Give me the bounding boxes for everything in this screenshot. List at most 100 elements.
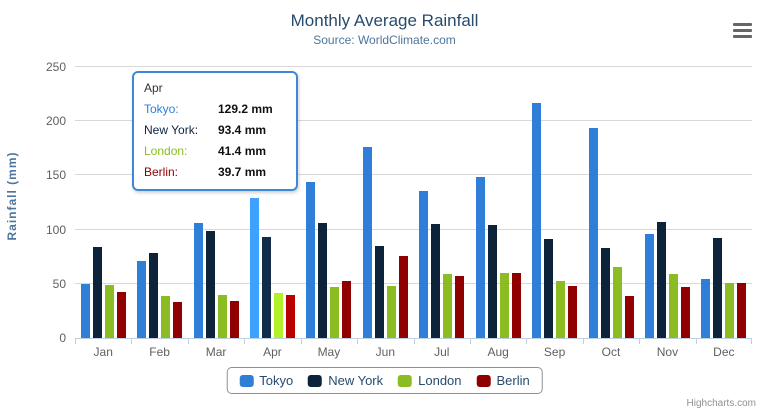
x-axis-label-aug: Aug	[487, 345, 509, 359]
bar-tokyo-aug[interactable]	[475, 177, 485, 338]
bar-london-sep[interactable]	[556, 281, 566, 338]
legend-item-new-york[interactable]: New York	[308, 373, 383, 388]
bar-berlin-jul[interactable]	[455, 275, 465, 338]
bar-tokyo-mar[interactable]	[193, 222, 203, 338]
bar-london-dec[interactable]	[725, 282, 735, 338]
bar-tokyo-dec[interactable]	[701, 279, 711, 338]
category-group-may	[301, 67, 357, 338]
bar-london-oct[interactable]	[612, 267, 622, 338]
bar-new-york-oct[interactable]	[600, 247, 610, 338]
x-axis-label-mar: Mar	[205, 345, 227, 359]
tooltip-series-label: London:	[144, 144, 188, 158]
legend-label: New York	[328, 373, 384, 388]
bar-berlin-jan[interactable]	[116, 292, 126, 338]
tooltip-series-value: 41.4 mm	[218, 144, 267, 158]
category-group-dec	[696, 67, 752, 338]
hamburger-icon[interactable]	[731, 19, 753, 41]
tooltip-category: Apr	[144, 81, 163, 95]
bar-berlin-apr[interactable]	[285, 294, 295, 338]
bar-tokyo-jul[interactable]	[419, 191, 429, 338]
x-axis-tick	[357, 338, 359, 344]
bar-berlin-sep[interactable]	[568, 286, 578, 338]
legend-item-london[interactable]: London	[398, 373, 462, 388]
gridline	[75, 228, 752, 230]
bar-london-jul[interactable]	[443, 274, 453, 338]
bar-berlin-jun[interactable]	[398, 256, 408, 338]
category-group-sep	[526, 67, 582, 338]
legend-label: Tokyo	[259, 373, 294, 388]
bar-london-may[interactable]	[330, 287, 340, 338]
bar-berlin-oct[interactable]	[624, 295, 634, 338]
bar-tokyo-sep[interactable]	[532, 103, 542, 338]
legend: Tokyo New York London Berlin	[226, 367, 543, 394]
chart-subtitle: Source: WorldClimate.com	[313, 33, 456, 47]
bar-berlin-may[interactable]	[342, 280, 352, 338]
tooltip: Apr Tokyo: 129.2 mm New York: 93.4 mm London…	[132, 71, 298, 191]
x-axis-ticks	[75, 338, 752, 344]
bar-new-york-jul[interactable]	[431, 224, 441, 338]
bar-tokyo-jan[interactable]	[80, 283, 90, 338]
category-group-jun	[357, 67, 413, 338]
bar-tokyo-apr[interactable]	[249, 197, 259, 338]
bar-new-york-nov[interactable]	[656, 222, 666, 338]
gridline	[75, 66, 752, 67]
hamburger-bar	[733, 22, 752, 26]
legend-swatch	[239, 374, 254, 387]
x-axis-tick	[413, 338, 415, 344]
y-axis-label: 50	[52, 276, 66, 291]
bar-new-york-jan[interactable]	[92, 247, 102, 338]
x-axis-label-jan: Jan	[93, 345, 113, 359]
bar-new-york-may[interactable]	[318, 223, 328, 338]
category-group-apr	[244, 67, 300, 338]
x-axis-tick	[469, 338, 471, 344]
y-axis-label: 0	[59, 331, 66, 345]
bar-new-york-aug[interactable]	[487, 224, 497, 338]
bar-berlin-mar[interactable]	[229, 300, 239, 338]
bar-london-aug[interactable]	[499, 273, 509, 338]
bar-berlin-aug[interactable]	[511, 272, 521, 338]
x-axis-tick	[75, 338, 76, 344]
x-axis-tick	[300, 338, 302, 344]
bar-tokyo-may[interactable]	[306, 181, 316, 338]
bar-tokyo-oct[interactable]	[588, 127, 598, 338]
bar-london-apr[interactable]	[273, 293, 283, 338]
bar-berlin-nov[interactable]	[680, 287, 690, 338]
tooltip-rows: Tokyo: 129.2 mm New York: 93.4 mm London: 41.…	[144, 102, 286, 180]
bar-london-jan[interactable]	[104, 285, 114, 338]
credits-link[interactable]: Highcharts.com	[686, 398, 756, 409]
bar-new-york-apr[interactable]	[261, 236, 271, 338]
bar-berlin-dec[interactable]	[737, 282, 747, 338]
tooltip-row: New York: 93.4 mm	[144, 123, 286, 138]
tooltip-series-label: New York:	[144, 123, 199, 137]
tooltip-row: Berlin: 39.7 mm	[144, 165, 286, 180]
tooltip-series-value: 39.7 mm	[218, 165, 267, 179]
bar-london-nov[interactable]	[668, 273, 678, 338]
plot-bars	[75, 67, 752, 338]
x-axis-label-oct: Oct	[601, 345, 621, 359]
bar-tokyo-nov[interactable]	[644, 234, 654, 338]
x-axis-label-sep: Sep	[543, 345, 566, 359]
bar-new-york-dec[interactable]	[713, 237, 723, 338]
x-axis-label-may: May	[317, 345, 341, 359]
bar-london-mar[interactable]	[217, 295, 227, 338]
bar-tokyo-jun[interactable]	[362, 147, 372, 338]
bar-tokyo-feb[interactable]	[137, 260, 147, 338]
chart-title: Monthly Average Rainfall	[290, 11, 479, 30]
bar-london-feb[interactable]	[161, 295, 171, 338]
bar-new-york-jun[interactable]	[374, 246, 384, 338]
x-axis-label-jul: Jul	[434, 345, 450, 359]
y-axis-label: 200	[45, 114, 66, 129]
bar-london-jun[interactable]	[386, 285, 396, 338]
x-axis-tick	[639, 338, 641, 344]
bar-new-york-sep[interactable]	[544, 239, 554, 338]
bar-new-york-feb[interactable]	[149, 252, 159, 338]
x-axis-tick	[751, 338, 752, 344]
bar-berlin-feb[interactable]	[173, 302, 183, 338]
tooltip-series-value: 93.4 mm	[218, 123, 267, 137]
legend-swatch	[308, 374, 323, 387]
y-axis-label: 100	[45, 222, 66, 237]
bar-new-york-mar[interactable]	[205, 231, 215, 338]
legend-item-tokyo[interactable]: Tokyo	[239, 373, 293, 388]
legend-item-berlin[interactable]: Berlin	[476, 373, 530, 388]
